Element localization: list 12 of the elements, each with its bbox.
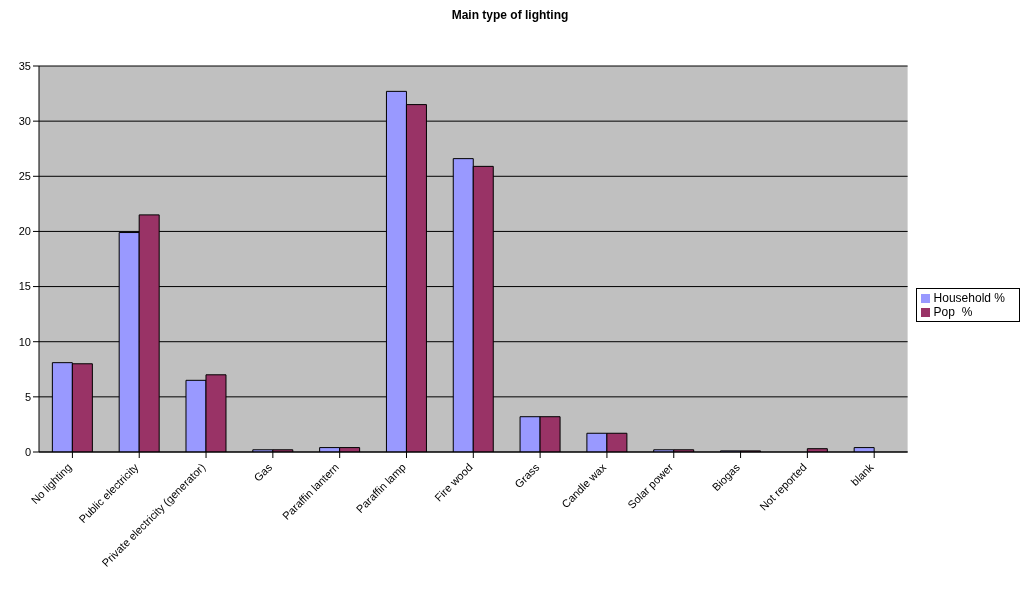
y-tick-label: 15	[18, 280, 31, 293]
y-tick-label: 35	[18, 59, 31, 72]
legend-label: Pop %	[933, 304, 973, 319]
x-tick-label: Gas	[251, 460, 275, 484]
y-tick-label: 10	[18, 335, 31, 348]
y-tick-label: 25	[18, 170, 31, 183]
y-tick-label: 5	[24, 390, 31, 403]
y-tick-label: 30	[18, 115, 31, 128]
y-tick-label: 20	[18, 225, 31, 238]
chart-title: Main type of lighting	[450, 8, 570, 22]
legend-label: Household %	[933, 290, 1005, 305]
y-tick-label: 0	[24, 445, 31, 458]
